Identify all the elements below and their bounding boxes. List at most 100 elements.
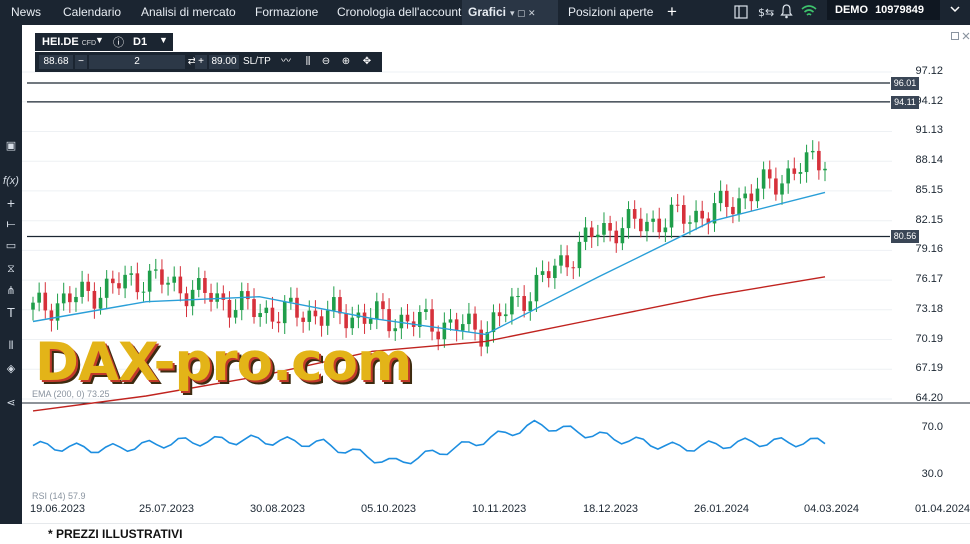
candle bbox=[61, 293, 66, 304]
candle bbox=[798, 172, 803, 174]
candle bbox=[49, 310, 54, 321]
candle bbox=[614, 230, 619, 244]
candle bbox=[467, 313, 471, 325]
timeframe-selector[interactable]: D1 bbox=[133, 36, 148, 48]
magnet-tool-icon[interactable]: ⫴ bbox=[8, 340, 14, 352]
candle bbox=[491, 312, 496, 333]
function-icon[interactable]: f(x) bbox=[3, 175, 19, 187]
date-tick-label: 10.11.2023 bbox=[472, 503, 527, 515]
tab-grafici[interactable]: Grafici ▾ ▢ ✕ bbox=[462, 0, 558, 25]
candle bbox=[325, 310, 330, 326]
close-chart-icon[interactable] bbox=[962, 32, 970, 40]
layout-panel-icon[interactable] bbox=[734, 5, 748, 19]
rsi-tick-label: 70.0 bbox=[921, 421, 943, 433]
indicator-panel-icon[interactable]: ▣ bbox=[5, 140, 17, 152]
candle bbox=[92, 290, 97, 309]
pitchfork-tool-icon[interactable]: ⋔ bbox=[6, 285, 16, 297]
date-tick-label: 04.03.2024 bbox=[804, 503, 860, 515]
candle bbox=[215, 293, 219, 302]
candle bbox=[497, 312, 502, 317]
price-tick-label: 67.19 bbox=[915, 362, 943, 375]
candle bbox=[651, 218, 655, 222]
chart-area[interactable] bbox=[22, 25, 970, 524]
price-tick-label: 94.12 bbox=[915, 94, 943, 107]
tab-calendario[interactable]: Calendario bbox=[63, 5, 122, 19]
candle bbox=[295, 297, 299, 318]
chart-type-icon[interactable]: 〰 bbox=[281, 56, 291, 67]
tab-news[interactable]: News bbox=[11, 5, 42, 19]
candle bbox=[80, 281, 84, 297]
zoom-out-icon[interactable]: ⊖ bbox=[321, 56, 331, 67]
candle bbox=[571, 267, 576, 269]
currency-exchange-icon[interactable]: $⇆ bbox=[758, 5, 774, 19]
price-chart[interactable] bbox=[22, 25, 970, 524]
date-tick-label: 26.01.2024 bbox=[694, 503, 750, 515]
chevron-down-icon[interactable] bbox=[950, 4, 960, 14]
candle bbox=[141, 291, 146, 293]
candle bbox=[596, 234, 600, 238]
crosshair-icon[interactable]: + bbox=[6, 195, 16, 211]
candle bbox=[602, 223, 606, 235]
level-price-flag: 94.11 bbox=[891, 95, 919, 109]
volume-decrease-button[interactable]: − bbox=[75, 55, 87, 69]
candle bbox=[301, 317, 305, 322]
rsi-line bbox=[32, 419, 826, 465]
candle bbox=[264, 307, 269, 314]
sltp-button[interactable]: SL/TP bbox=[243, 56, 271, 67]
candle bbox=[534, 274, 539, 302]
price-tick-label: 82.15 bbox=[915, 213, 943, 226]
candle bbox=[528, 301, 533, 311]
add-tab-icon[interactable]: + bbox=[667, 2, 677, 21]
tab-analisi-di-mercato[interactable]: Analisi di mercato bbox=[141, 5, 236, 19]
candle bbox=[399, 314, 404, 329]
share-icon[interactable]: ⋖ bbox=[6, 397, 16, 409]
tab-grafici-label: Grafici bbox=[468, 5, 507, 19]
footnote: * PREZZI ILLUSTRATIVI bbox=[48, 527, 183, 541]
move-icon[interactable]: ✥ bbox=[362, 56, 372, 67]
volume-input[interactable]: 2 bbox=[89, 55, 185, 69]
candle bbox=[559, 255, 563, 266]
indicators-icon[interactable]: ⫼ bbox=[305, 56, 311, 67]
candle bbox=[227, 299, 232, 318]
line-tool-icon[interactable]: ⟝ bbox=[6, 218, 16, 230]
instrument-selector[interactable]: HEI.DE CFD ▼ ⓘ D1 ▼ bbox=[35, 33, 173, 51]
ask-price[interactable]: 89.00 bbox=[209, 55, 239, 69]
tab-posizioni-aperte[interactable]: Posizioni aperte bbox=[568, 5, 654, 19]
rectangle-tool-icon[interactable]: ▭ bbox=[5, 240, 17, 252]
bid-price[interactable]: 88.68 bbox=[39, 55, 73, 69]
candle bbox=[172, 276, 177, 283]
tab-grafici-controls-icon[interactable]: ▾ ▢ ✕ bbox=[510, 8, 536, 18]
candle bbox=[706, 218, 711, 224]
instrument-symbol: HEI.DE bbox=[42, 36, 79, 48]
timeframe-chevron-down-icon[interactable]: ▼ bbox=[159, 35, 168, 45]
price-tick-label: 91.13 bbox=[915, 124, 943, 137]
candle bbox=[276, 321, 281, 324]
chart-settings-icon[interactable] bbox=[951, 32, 959, 40]
candle bbox=[737, 198, 741, 215]
layers-icon[interactable]: ◈ bbox=[6, 363, 16, 375]
candle bbox=[209, 292, 213, 302]
candle bbox=[68, 293, 72, 303]
candle bbox=[129, 273, 134, 275]
info-icon[interactable]: ⓘ bbox=[113, 37, 124, 49]
top-navigation: News Calendario Analisi di mercato Forma… bbox=[0, 0, 970, 25]
candle bbox=[663, 227, 668, 233]
candle bbox=[368, 318, 373, 324]
bell-icon[interactable] bbox=[780, 4, 793, 19]
account-selector[interactable]: DEMO 10979849 bbox=[827, 0, 940, 20]
tab-formazione[interactable]: Formazione bbox=[255, 5, 319, 19]
candle bbox=[817, 150, 821, 171]
zoom-in-icon[interactable]: ⊕ bbox=[341, 56, 351, 67]
text-tool-icon[interactable]: T bbox=[7, 305, 15, 320]
candle bbox=[516, 296, 520, 298]
candle bbox=[405, 314, 410, 322]
candle bbox=[387, 309, 391, 332]
symbol-chevron-down-icon[interactable]: ▼ bbox=[95, 35, 104, 45]
swap-icon[interactable]: ⇄ bbox=[187, 56, 197, 67]
volume-increase-button[interactable]: + bbox=[195, 55, 207, 69]
candle bbox=[417, 312, 422, 327]
fibonacci-tool-icon[interactable]: ⧖ bbox=[7, 263, 15, 275]
candle bbox=[755, 188, 760, 202]
ema-slow-line bbox=[32, 276, 826, 412]
tab-cronologia-account[interactable]: Cronologia dell'account bbox=[337, 5, 462, 19]
